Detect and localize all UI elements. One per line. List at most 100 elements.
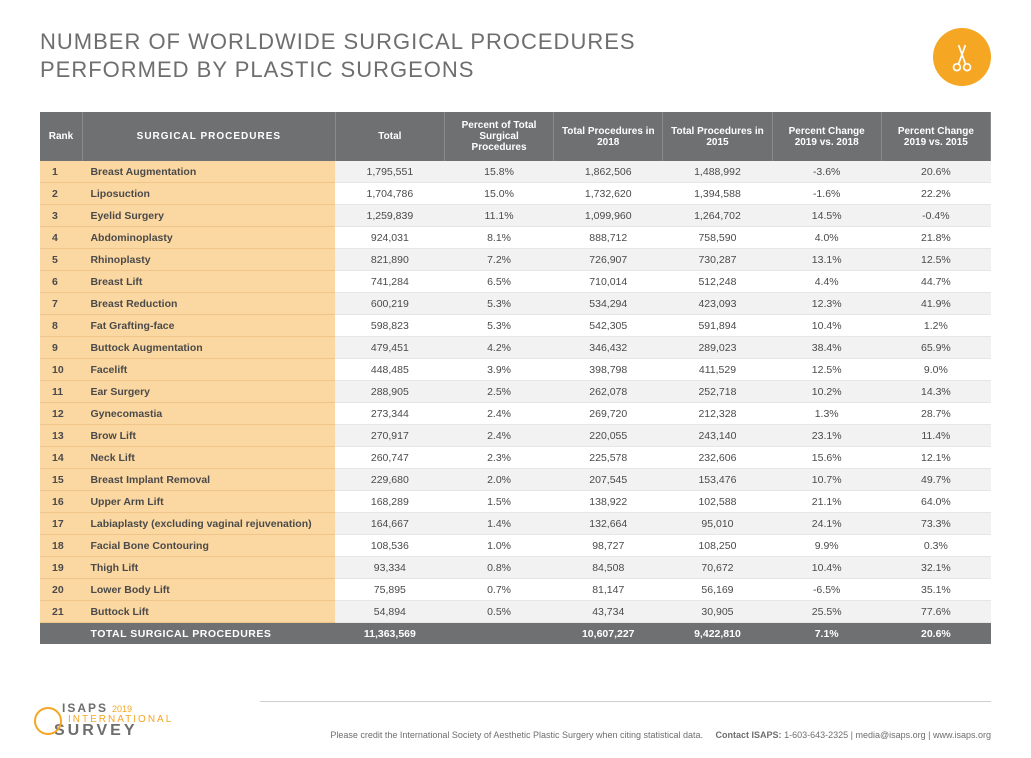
title-line-1: NUMBER OF WORLDWIDE SURGICAL PROCEDURES bbox=[40, 28, 636, 56]
value-cell: 30,905 bbox=[663, 601, 772, 623]
total-cell: 11,363,569 bbox=[335, 623, 444, 645]
value-cell: 168,289 bbox=[335, 491, 444, 513]
procedure-cell: Facelift bbox=[82, 359, 335, 381]
value-cell: 4.0% bbox=[772, 227, 881, 249]
table-row: 1Breast Augmentation1,795,55115.8%1,862,… bbox=[40, 161, 991, 183]
value-cell: 15.8% bbox=[444, 161, 553, 183]
col-header: Rank bbox=[40, 112, 82, 161]
value-cell: 28.7% bbox=[881, 403, 990, 425]
table-row: 8Fat Grafting-face598,8235.3%542,305591,… bbox=[40, 315, 991, 337]
value-cell: 7.2% bbox=[444, 249, 553, 271]
rank-cell: 13 bbox=[40, 425, 82, 447]
page-title: NUMBER OF WORLDWIDE SURGICAL PROCEDURES … bbox=[40, 28, 636, 83]
value-cell: 75,895 bbox=[335, 579, 444, 601]
procedure-cell: Breast Lift bbox=[82, 271, 335, 293]
value-cell: 64.0% bbox=[881, 491, 990, 513]
procedure-cell: Eyelid Surgery bbox=[82, 205, 335, 227]
value-cell: 1,259,839 bbox=[335, 205, 444, 227]
value-cell: 243,140 bbox=[663, 425, 772, 447]
procedure-cell: Neck Lift bbox=[82, 447, 335, 469]
value-cell: 98,727 bbox=[554, 535, 663, 557]
value-cell: 38.4% bbox=[772, 337, 881, 359]
value-cell: 0.7% bbox=[444, 579, 553, 601]
procedure-cell: Brow Lift bbox=[82, 425, 335, 447]
value-cell: 11.1% bbox=[444, 205, 553, 227]
value-cell: 2.4% bbox=[444, 425, 553, 447]
isaps-logo: ISAPS2019 INTERNATIONAL SURVEY bbox=[40, 701, 173, 740]
value-cell: 25.5% bbox=[772, 601, 881, 623]
value-cell: 43,734 bbox=[554, 601, 663, 623]
value-cell: 212,328 bbox=[663, 403, 772, 425]
total-row: TOTAL SURGICAL PROCEDURES11,363,56910,60… bbox=[40, 623, 991, 645]
col-header: Percent Change 2019 vs. 2018 bbox=[772, 112, 881, 161]
value-cell: 1,264,702 bbox=[663, 205, 772, 227]
table-row: 21Buttock Lift54,8940.5%43,73430,90525.5… bbox=[40, 601, 991, 623]
total-cell: 7.1% bbox=[772, 623, 881, 645]
rank-cell: 19 bbox=[40, 557, 82, 579]
value-cell: 411,529 bbox=[663, 359, 772, 381]
procedure-cell: Liposuction bbox=[82, 183, 335, 205]
rank-cell: 9 bbox=[40, 337, 82, 359]
table-row: 2Liposuction1,704,78615.0%1,732,6201,394… bbox=[40, 183, 991, 205]
rank-cell: 16 bbox=[40, 491, 82, 513]
table-row: 11Ear Surgery288,9052.5%262,078252,71810… bbox=[40, 381, 991, 403]
value-cell: 20.6% bbox=[881, 161, 990, 183]
value-cell: 73.3% bbox=[881, 513, 990, 535]
contact-label: Contact ISAPS: bbox=[716, 730, 782, 740]
value-cell: 44.7% bbox=[881, 271, 990, 293]
value-cell: -6.5% bbox=[772, 579, 881, 601]
value-cell: 2.0% bbox=[444, 469, 553, 491]
table-row: 16Upper Arm Lift168,2891.5%138,922102,58… bbox=[40, 491, 991, 513]
value-cell: 153,476 bbox=[663, 469, 772, 491]
value-cell: 11.4% bbox=[881, 425, 990, 447]
logo-brand: ISAPS bbox=[62, 701, 108, 715]
value-cell: 12.3% bbox=[772, 293, 881, 315]
value-cell: 14.3% bbox=[881, 381, 990, 403]
value-cell: 138,922 bbox=[554, 491, 663, 513]
value-cell: 207,545 bbox=[554, 469, 663, 491]
value-cell: 0.8% bbox=[444, 557, 553, 579]
procedure-cell: Upper Arm Lift bbox=[82, 491, 335, 513]
value-cell: 741,284 bbox=[335, 271, 444, 293]
value-cell: 95,010 bbox=[663, 513, 772, 535]
value-cell: -0.4% bbox=[881, 205, 990, 227]
procedure-cell: Facial Bone Contouring bbox=[82, 535, 335, 557]
value-cell: 2.5% bbox=[444, 381, 553, 403]
rank-cell: 20 bbox=[40, 579, 82, 601]
rank-cell: 4 bbox=[40, 227, 82, 249]
col-header: Total bbox=[335, 112, 444, 161]
value-cell: 821,890 bbox=[335, 249, 444, 271]
value-cell: 262,078 bbox=[554, 381, 663, 403]
rank-cell: 14 bbox=[40, 447, 82, 469]
table-row: 12Gynecomastia273,3442.4%269,720212,3281… bbox=[40, 403, 991, 425]
value-cell: 49.7% bbox=[881, 469, 990, 491]
scissors-badge-icon bbox=[933, 28, 991, 86]
value-cell: 81,147 bbox=[554, 579, 663, 601]
procedure-cell: Abdominoplasty bbox=[82, 227, 335, 249]
footer-credit: Please credit the International Society … bbox=[193, 720, 991, 740]
value-cell: 289,023 bbox=[663, 337, 772, 359]
table-row: 3Eyelid Surgery1,259,83911.1%1,099,9601,… bbox=[40, 205, 991, 227]
logo-year: 2019 bbox=[112, 704, 132, 714]
value-cell: 273,344 bbox=[335, 403, 444, 425]
table-row: 18Facial Bone Contouring108,5361.0%98,72… bbox=[40, 535, 991, 557]
rank-cell: 21 bbox=[40, 601, 82, 623]
value-cell: 1.3% bbox=[772, 403, 881, 425]
table-row: 14Neck Lift260,7472.3%225,578232,60615.6… bbox=[40, 447, 991, 469]
value-cell: 54,894 bbox=[335, 601, 444, 623]
value-cell: 0.5% bbox=[444, 601, 553, 623]
value-cell: 164,667 bbox=[335, 513, 444, 535]
value-cell: 4.2% bbox=[444, 337, 553, 359]
col-header: Percent of Total Surgical Procedures bbox=[444, 112, 553, 161]
value-cell: 591,894 bbox=[663, 315, 772, 337]
value-cell: 24.1% bbox=[772, 513, 881, 535]
total-cell: 9,422,810 bbox=[663, 623, 772, 645]
value-cell: 70,672 bbox=[663, 557, 772, 579]
value-cell: 726,907 bbox=[554, 249, 663, 271]
total-cell: 10,607,227 bbox=[554, 623, 663, 645]
value-cell: 8.1% bbox=[444, 227, 553, 249]
value-cell: 10.2% bbox=[772, 381, 881, 403]
procedure-cell: Thigh Lift bbox=[82, 557, 335, 579]
rank-cell: 2 bbox=[40, 183, 82, 205]
title-line-2: PERFORMED BY PLASTIC SURGEONS bbox=[40, 56, 636, 84]
